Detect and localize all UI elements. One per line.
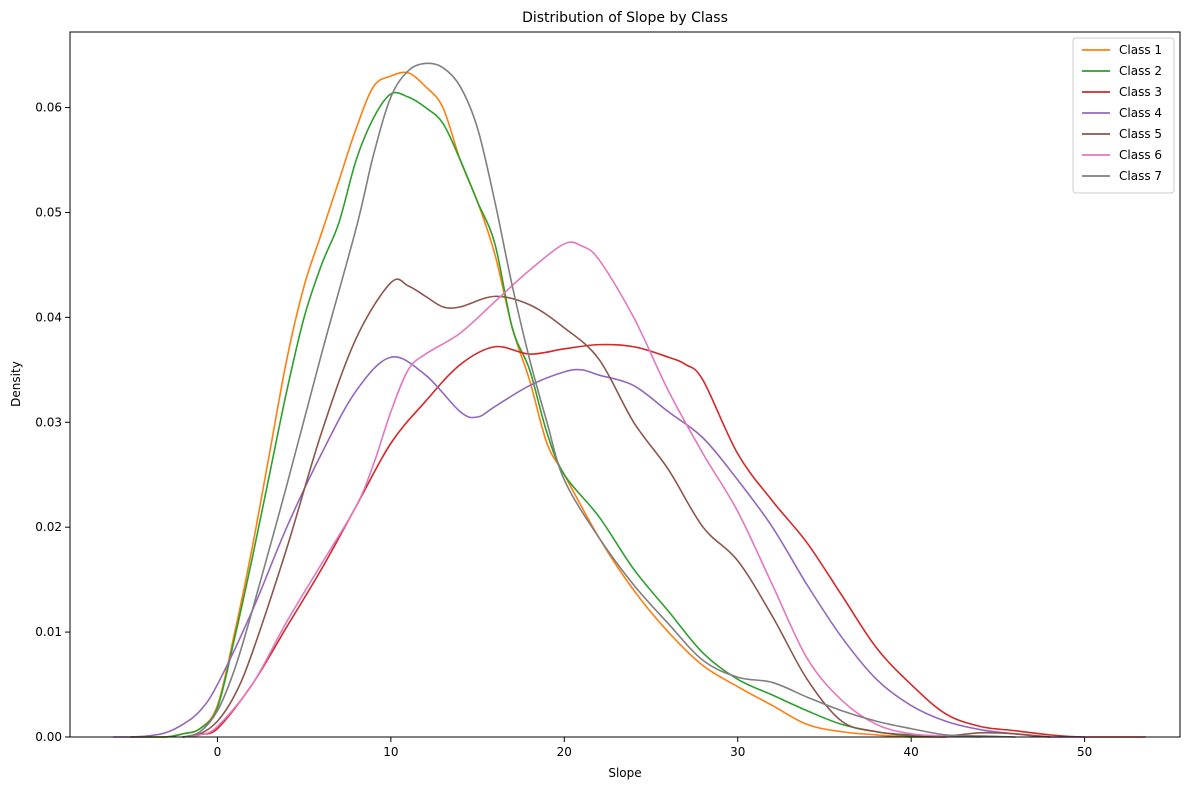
y-tick-label: 0.03 xyxy=(35,415,62,429)
y-tick-label: 0.05 xyxy=(35,205,62,219)
series-line-class-4 xyxy=(112,356,1086,738)
legend-entry-label: Class 6 xyxy=(1119,148,1162,162)
y-tick-label: 0.00 xyxy=(35,730,62,744)
x-tick-label: 50 xyxy=(1077,745,1092,759)
y-tick-label: 0.06 xyxy=(35,101,62,115)
plot-frame xyxy=(69,31,1181,738)
series-line-class-2 xyxy=(129,91,947,738)
legend: Class 1 Class 2 Class 3 Class 4 Class 5 Class… xyxy=(1072,37,1175,194)
legend-entry-label: Class 3 xyxy=(1119,85,1162,99)
x-axis-label: Slope xyxy=(608,766,641,780)
x-tick-label: 10 xyxy=(383,745,398,759)
x-axis: 0 10 20 30 40 50 xyxy=(214,737,1092,759)
series-lines xyxy=(112,62,1147,738)
series-line-class-6 xyxy=(181,241,982,738)
y-tick-label: 0.01 xyxy=(35,625,62,639)
chart-title: Distribution of Slope by Class xyxy=(522,10,728,26)
series-line-class-5 xyxy=(181,278,1051,738)
legend-entry-label: Class 2 xyxy=(1119,64,1162,78)
legend-entry-label: Class 7 xyxy=(1119,169,1162,183)
x-tick-label: 20 xyxy=(557,745,572,759)
y-tick-label: 0.02 xyxy=(35,520,62,534)
legend-entry-label: Class 5 xyxy=(1119,127,1162,141)
x-tick-label: 40 xyxy=(904,745,919,759)
x-tick-label: 0 xyxy=(214,745,222,759)
series-line-class-1 xyxy=(129,71,947,738)
x-tick-label: 30 xyxy=(730,745,745,759)
y-axis-label: Density xyxy=(9,361,23,407)
legend-entry-label: Class 4 xyxy=(1119,106,1162,120)
series-line-class-7 xyxy=(181,62,1017,738)
y-axis: 0.00 0.01 0.02 0.03 0.04 0.05 0.06 xyxy=(35,101,70,744)
y-tick-label: 0.04 xyxy=(35,310,62,324)
legend-entry-label: Class 1 xyxy=(1119,43,1162,57)
series-line-class-3 xyxy=(199,343,1147,738)
